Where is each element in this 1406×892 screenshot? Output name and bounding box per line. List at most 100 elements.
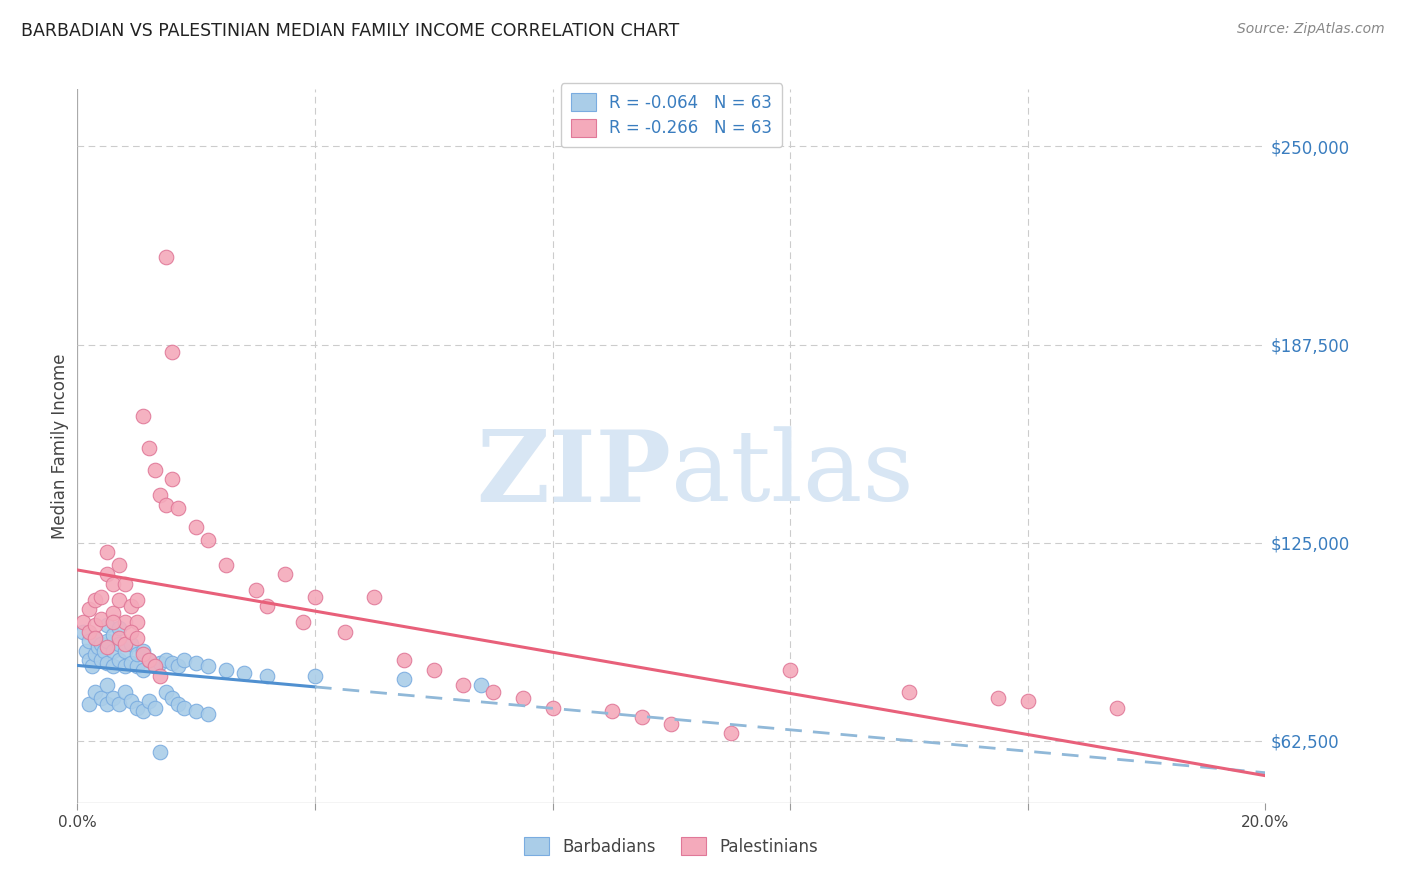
Point: [131, 704, 153, 718]
Point: [125, 631, 148, 645]
Point: [96, 545, 118, 559]
Point: [90, 653, 112, 667]
Point: [363, 590, 385, 604]
Point: [120, 624, 142, 639]
Point: [101, 643, 124, 657]
Point: [75, 643, 97, 657]
Point: [84, 631, 107, 645]
Point: [1105, 700, 1128, 714]
Point: [131, 409, 153, 423]
Point: [120, 657, 142, 671]
Point: [167, 500, 190, 515]
Point: [120, 637, 142, 651]
Point: [101, 615, 124, 629]
Point: [162, 345, 184, 359]
Point: [143, 463, 166, 477]
Point: [197, 533, 219, 547]
Point: [186, 704, 208, 718]
Point: [125, 592, 148, 607]
Point: [630, 710, 652, 724]
Point: [149, 745, 172, 759]
Legend: Barbadians, Palestinians: Barbadians, Palestinians: [515, 827, 828, 866]
Point: [600, 704, 623, 718]
Point: [114, 659, 136, 673]
Point: [108, 698, 131, 712]
Point: [333, 624, 356, 639]
Point: [90, 691, 112, 706]
Point: [138, 441, 160, 455]
Point: [162, 657, 184, 671]
Point: [77, 624, 100, 639]
Point: [149, 669, 172, 683]
Point: [93, 643, 115, 657]
Point: [90, 612, 112, 626]
Point: [77, 698, 100, 712]
Point: [96, 698, 118, 712]
Point: [138, 653, 160, 667]
Point: [84, 631, 107, 645]
Point: [101, 606, 124, 620]
Text: BARBADIAN VS PALESTINIAN MEDIAN FAMILY INCOME CORRELATION CHART: BARBADIAN VS PALESTINIAN MEDIAN FAMILY I…: [21, 22, 679, 40]
Point: [138, 653, 160, 667]
Text: ZIP: ZIP: [477, 426, 672, 523]
Point: [186, 657, 208, 671]
Point: [215, 558, 238, 572]
Point: [197, 706, 219, 721]
Point: [167, 698, 190, 712]
Point: [155, 685, 177, 699]
Point: [125, 647, 148, 661]
Point: [108, 621, 131, 635]
Point: [155, 653, 177, 667]
Point: [77, 602, 100, 616]
Point: [84, 685, 107, 699]
Point: [155, 498, 177, 512]
Text: Source: ZipAtlas.com: Source: ZipAtlas.com: [1237, 22, 1385, 37]
Point: [482, 685, 505, 699]
Point: [114, 577, 136, 591]
Point: [125, 615, 148, 629]
Y-axis label: Median Family Income: Median Family Income: [51, 353, 69, 539]
Point: [720, 726, 742, 740]
Point: [131, 663, 153, 677]
Point: [304, 669, 326, 683]
Point: [90, 637, 112, 651]
Point: [470, 678, 492, 692]
Point: [215, 663, 238, 677]
Point: [72, 615, 94, 629]
Point: [131, 643, 153, 657]
Point: [96, 657, 118, 671]
Point: [101, 691, 124, 706]
Point: [125, 659, 148, 673]
Point: [96, 640, 118, 655]
Point: [987, 691, 1010, 706]
Point: [82, 659, 104, 673]
Point: [90, 590, 112, 604]
Text: atlas: atlas: [672, 426, 914, 523]
Point: [108, 653, 131, 667]
Point: [120, 599, 142, 614]
Point: [84, 647, 107, 661]
Point: [422, 663, 444, 677]
Point: [84, 592, 107, 607]
Point: [101, 628, 124, 642]
Point: [87, 640, 110, 655]
Point: [149, 657, 172, 671]
Point: [779, 663, 801, 677]
Point: [392, 653, 415, 667]
Point: [96, 634, 118, 648]
Point: [143, 700, 166, 714]
Point: [162, 691, 184, 706]
Point: [453, 678, 475, 692]
Point: [101, 659, 124, 673]
Point: [108, 592, 131, 607]
Point: [120, 694, 142, 708]
Point: [108, 558, 131, 572]
Point: [162, 472, 184, 486]
Point: [186, 520, 208, 534]
Point: [155, 250, 177, 264]
Point: [256, 599, 278, 614]
Point: [274, 567, 297, 582]
Point: [197, 659, 219, 673]
Point: [96, 567, 118, 582]
Point: [96, 678, 118, 692]
